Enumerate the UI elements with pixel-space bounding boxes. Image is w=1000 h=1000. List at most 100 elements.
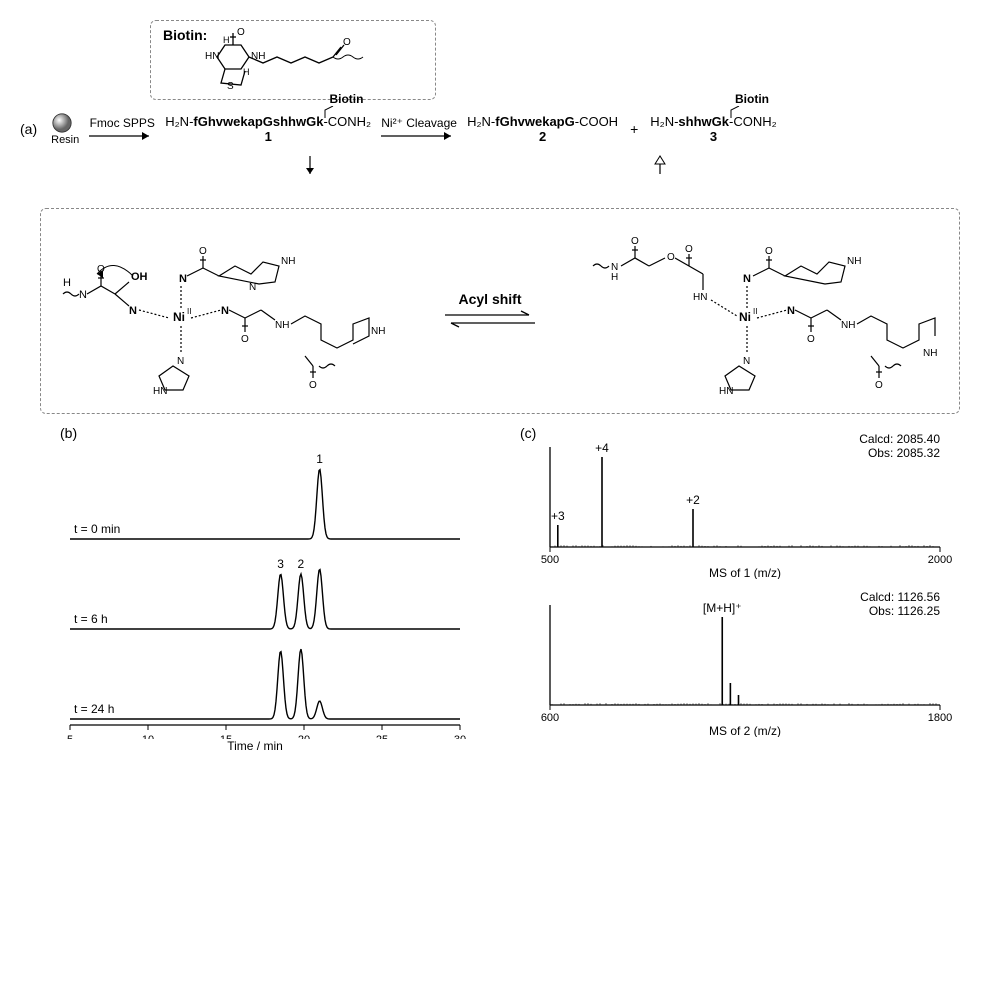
svg-text:Ni: Ni xyxy=(173,310,185,324)
svg-text:H: H xyxy=(63,277,71,289)
arrow-icon xyxy=(87,130,157,142)
svg-text:O: O xyxy=(667,252,675,263)
svg-text:Obs: 2085.32: Obs: 2085.32 xyxy=(868,446,940,460)
svg-text:25: 25 xyxy=(376,734,388,739)
peptide2-suffix: -COOH xyxy=(575,114,618,129)
svg-text:N: N xyxy=(743,273,751,285)
svg-text:NH: NH xyxy=(847,256,861,267)
mechanism-box: H N O OH N Ni II N xyxy=(40,208,960,414)
svg-text:+2: +2 xyxy=(686,493,700,507)
biotin-structure-box: Biotin: HN NH O S H H O xyxy=(150,20,436,100)
svg-text:5: 5 xyxy=(67,734,73,739)
svg-text:MS of 2 (m/z): MS of 2 (m/z) xyxy=(709,724,781,737)
chrom-xaxis-label: Time / min xyxy=(20,739,490,753)
fmoc-spps-label: Fmoc SPPS xyxy=(87,116,157,130)
svg-text:NH: NH xyxy=(841,320,855,331)
svg-text:N: N xyxy=(787,305,795,317)
svg-text:N: N xyxy=(129,305,137,317)
svg-text:600: 600 xyxy=(541,712,559,724)
peptide3-prefix: H₂N- xyxy=(650,114,678,129)
svg-text:3: 3 xyxy=(277,557,284,571)
svg-text:N: N xyxy=(79,289,87,301)
svg-text:H: H xyxy=(243,67,250,77)
svg-text:O: O xyxy=(875,380,883,391)
svg-text:O: O xyxy=(237,27,245,38)
peptide1-prefix: H₂N- xyxy=(165,114,193,129)
svg-text:15: 15 xyxy=(220,734,232,739)
acyl-shift-label: Acyl shift xyxy=(435,291,545,307)
svg-text:O: O xyxy=(685,244,693,255)
peptide1-seq: fGhvwekapGshhwGk xyxy=(193,114,323,129)
svg-text:H: H xyxy=(223,35,230,45)
biotin-tag-3: Biotin xyxy=(735,92,769,106)
biotin-tag-1: Biotin xyxy=(329,92,363,106)
svg-text:NH: NH xyxy=(371,326,385,337)
svg-text:t = 6 h: t = 6 h xyxy=(74,612,108,626)
reaction-scheme-row: (a) Resin Fmoc SPPS H₂N-fGhvwekapGshhwGk… xyxy=(20,112,980,146)
svg-text:NH: NH xyxy=(923,348,937,359)
panel-b: (b) t = 0 min1t = 6 h32t = 24 h510152025… xyxy=(20,429,490,753)
compound-1-number: 1 xyxy=(165,129,371,144)
biotin-stem-icon xyxy=(323,106,335,118)
chromatogram-plot: t = 0 min1t = 6 h32t = 24 h51015202530 xyxy=(20,429,490,739)
svg-text:1: 1 xyxy=(316,452,323,466)
plus-sign: + xyxy=(626,121,642,137)
svg-text:N: N xyxy=(743,356,750,367)
svg-text:t = 24 h: t = 24 h xyxy=(74,702,114,716)
svg-text:HN: HN xyxy=(719,386,733,396)
svg-text:O: O xyxy=(343,37,351,48)
arrow-icon xyxy=(379,130,459,142)
svg-text:+3: +3 xyxy=(551,509,565,523)
biotin-stem-icon xyxy=(729,106,741,118)
biotin-label: Biotin: xyxy=(163,27,207,43)
peptide3-seq: shhwGk xyxy=(678,114,729,129)
peptide-1: H₂N-fGhvwekapGshhwGkBiotin-CONH₂ xyxy=(165,114,371,129)
svg-text:N: N xyxy=(249,282,256,293)
svg-text:O: O xyxy=(309,380,317,391)
svg-text:Ni: Ni xyxy=(739,310,751,324)
peptide-2: H₂N-fGhvwekapG-COOH xyxy=(467,114,618,129)
panel-a-label: (a) xyxy=(20,121,37,137)
svg-text:1800: 1800 xyxy=(928,712,952,724)
svg-text:O: O xyxy=(807,334,815,345)
svg-text:O: O xyxy=(631,236,639,247)
ms-plot: [M+H]⁺ 600 1800 MS of 2 (m/z) Calcd: 1126.56… xyxy=(510,587,980,737)
svg-text:MS of 1 (m/z): MS of 1 (m/z) xyxy=(709,566,781,579)
acyl-shift-block: Acyl shift xyxy=(435,291,545,331)
svg-text:Calcd: 2085.40: Calcd: 2085.40 xyxy=(859,432,940,446)
resin-label: Resin xyxy=(51,134,79,146)
svg-text:HN: HN xyxy=(205,51,219,62)
bottom-panels: (b) t = 0 min1t = 6 h32t = 24 h510152025… xyxy=(20,429,980,753)
peptide2-prefix: H₂N- xyxy=(467,114,495,129)
compound-2-number: 2 xyxy=(467,129,618,144)
svg-text:S: S xyxy=(227,81,234,89)
svg-text:HN: HN xyxy=(693,292,707,303)
svg-text:t = 0 min: t = 0 min xyxy=(74,522,120,536)
compound-3-number: 3 xyxy=(650,129,776,144)
ni-complex-left: H N O OH N Ni II N xyxy=(53,226,393,396)
ni-cleavage-label: Ni²⁺ Cleavage xyxy=(379,116,459,130)
svg-text:H: H xyxy=(611,272,618,283)
svg-text:II: II xyxy=(753,307,757,316)
svg-text:NH: NH xyxy=(275,320,289,331)
chromatogram-svg: t = 0 min1t = 6 h32t = 24 h51015202530 xyxy=(20,429,480,739)
svg-text:N: N xyxy=(177,356,184,367)
svg-text:N: N xyxy=(221,305,229,317)
ms-plot: +3+4+25002000MS of 1 (m/z)Calcd: 2085.40… xyxy=(510,429,980,579)
vertical-arrows xyxy=(20,154,980,178)
svg-text:[M+H]⁺: [M+H]⁺ xyxy=(703,601,742,615)
svg-text:OH: OH xyxy=(131,271,148,283)
peptide2-seq: fGhvwekapG xyxy=(495,114,574,129)
ms-container: +3+4+25002000MS of 1 (m/z)Calcd: 2085.40… xyxy=(510,429,980,737)
svg-text:N: N xyxy=(179,273,187,285)
svg-text:II: II xyxy=(187,307,191,316)
svg-text:O: O xyxy=(241,334,249,345)
svg-text:20: 20 xyxy=(298,734,310,739)
svg-text:+4: +4 xyxy=(595,441,609,455)
svg-text:Calcd: 1126.56: Calcd: 1126.56 xyxy=(860,590,940,604)
resin-icon xyxy=(51,112,73,134)
svg-text:30: 30 xyxy=(454,734,466,739)
panel-c: (c) +3+4+25002000MS of 1 (m/z)Calcd: 208… xyxy=(510,429,980,753)
peptide-3: H₂N-shhwGkBiotin-CONH₂ xyxy=(650,114,776,129)
svg-text:HN: HN xyxy=(153,386,167,396)
